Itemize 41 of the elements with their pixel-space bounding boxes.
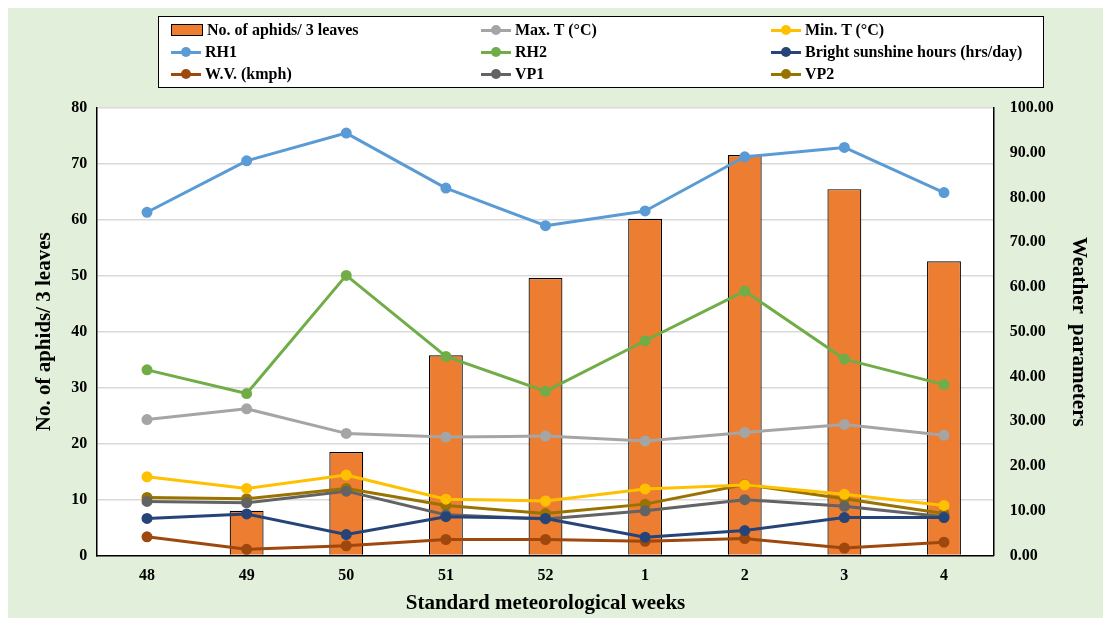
y-tick-label: 30 (71, 377, 88, 395)
legend-label: VP2 (805, 65, 835, 83)
y2-axis-title: Weather parameters (1067, 236, 1092, 427)
x-tick-label: 4 (939, 566, 948, 584)
y-tick-label: 10 (71, 489, 88, 507)
x-tick-label: 48 (139, 566, 156, 584)
legend-label: No. of aphids/ 3 leaves (207, 21, 359, 39)
y2-tick-label: 30.00 (1009, 411, 1046, 429)
x-axis-title: Standard meteorological weeks (405, 589, 686, 614)
x-tick-label: 51 (437, 566, 454, 584)
y-tick-label: 40 (71, 321, 88, 339)
y2-tick-label: 10.00 (1009, 500, 1046, 518)
x-tick-label: 52 (537, 566, 554, 584)
legend-label: RH1 (205, 43, 237, 61)
legend-label: RH2 (515, 43, 547, 61)
y2-tick-label: 50.00 (1009, 321, 1046, 339)
x-tick-label: 49 (238, 566, 255, 584)
y-tick-label: 80 (71, 98, 88, 116)
y2-tick-label: 80.00 (1009, 187, 1046, 205)
y-axis-title: No. of aphids/ 3 leaves (31, 232, 56, 432)
y-tick-label: 0 (79, 545, 88, 563)
legend-label: Bright sunshine hours (hrs/day) (805, 43, 1023, 61)
x-tick-label: 1 (641, 566, 650, 584)
legend-label: Max. T (°C) (515, 21, 597, 39)
y2-tick-label: 70.00 (1009, 232, 1046, 250)
y2-tick-label: 20.00 (1009, 456, 1046, 474)
y-tick-label: 60 (71, 210, 88, 228)
y2-tick-label: 90.00 (1009, 142, 1046, 160)
x-tick-label: 2 (740, 566, 749, 584)
legend-label: VP1 (515, 65, 545, 83)
x-tick-label: 50 (338, 566, 355, 584)
legend-label: W.V. (kmph) (205, 65, 292, 83)
y2-tick-label: 60.00 (1009, 277, 1046, 295)
y2-tick-label: 100.00 (1009, 98, 1054, 116)
y2-tick-label: 0.00 (1009, 545, 1038, 563)
y2-tick-label: 40.00 (1009, 366, 1046, 384)
legend-label: Min. T (°C) (805, 21, 885, 39)
x-tick-label: 3 (840, 566, 849, 584)
y-tick-label: 70 (71, 154, 88, 172)
y-tick-label: 50 (71, 265, 88, 283)
y-tick-label: 20 (71, 433, 88, 451)
